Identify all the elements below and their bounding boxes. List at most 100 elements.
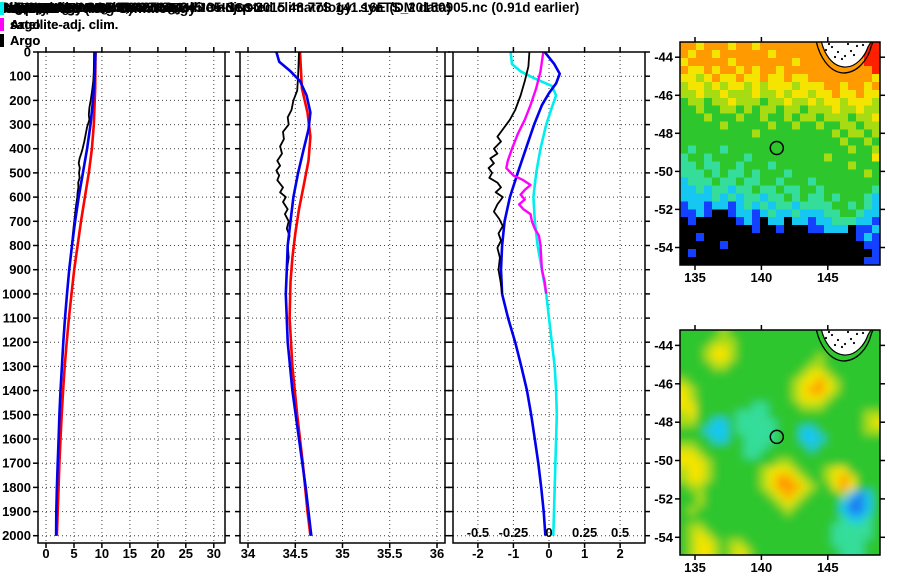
land-speckle bbox=[846, 42, 850, 46]
series-S-satellite bbox=[509, 52, 559, 536]
depth-tick-label: 0 bbox=[24, 45, 31, 60]
land-speckle bbox=[861, 43, 865, 47]
legend-diff-salinity: satellite Argo bbox=[0, 0, 58, 32]
lat-tick-label: -52 bbox=[654, 202, 673, 217]
lon-tick-label: 145 bbox=[817, 560, 839, 575]
legend-label: satellite-adj. clim. bbox=[10, 16, 119, 32]
legend-label: Argo bbox=[10, 32, 41, 48]
x-tick-label: 25 bbox=[179, 546, 193, 561]
sst-map-title: sat. SST: 8.55 Argo: 8.07 bbox=[0, 0, 150, 15]
x-tick-label: 34 bbox=[241, 546, 256, 561]
lat-tick-label: -44 bbox=[654, 50, 674, 65]
land-speckle bbox=[840, 345, 844, 349]
depth-tick-label: 100 bbox=[9, 69, 31, 84]
legend-color-s-argo bbox=[0, 17, 4, 31]
lat-tick-label: -48 bbox=[654, 415, 673, 430]
argo-float-marker bbox=[769, 429, 785, 445]
series-group bbox=[275, 52, 313, 536]
land-speckle bbox=[849, 337, 853, 341]
land-speckle bbox=[843, 342, 847, 346]
lat-tick-label: -52 bbox=[654, 491, 673, 506]
lat-tick-label: -46 bbox=[654, 88, 673, 103]
x-tick-label: 15 bbox=[123, 546, 137, 561]
depth-tick-label: 1800 bbox=[2, 480, 31, 495]
x-tick-label: 2 bbox=[616, 546, 623, 561]
inner-s-tick-label: -0.5 bbox=[467, 525, 489, 540]
lat-tick-label: -50 bbox=[654, 453, 673, 468]
axis-ticks bbox=[235, 47, 450, 548]
depth-tick-label: 1200 bbox=[2, 335, 31, 350]
tdiff-axis-label: T difference from climatology bbox=[0, 0, 197, 16]
legend-item-s-satellite: satellite bbox=[0, 0, 58, 16]
depth-tick-label: 900 bbox=[9, 262, 31, 277]
legend-header-salinity: salinity bbox=[0, 0, 45, 15]
land-speckle bbox=[827, 42, 831, 46]
lon-tick-label: 145 bbox=[817, 270, 839, 285]
legend-label: climatology bbox=[10, 0, 83, 16]
sst-map bbox=[680, 42, 880, 265]
lat-tick-label: -54 bbox=[654, 530, 674, 545]
temperature-axis-label: temperature (deg C) bbox=[0, 0, 134, 16]
series-group bbox=[54, 52, 97, 536]
x-tick-label: 0 bbox=[545, 546, 552, 561]
lat-tick-label: -44 bbox=[654, 338, 674, 353]
lon-tick-label: 140 bbox=[751, 560, 773, 575]
inner-s-tick-label: -0.25 bbox=[499, 525, 529, 540]
x-tick-label: 35 bbox=[335, 546, 349, 561]
x-tick-label: 0 bbox=[42, 546, 49, 561]
inner-s-tick-label: 0 bbox=[545, 525, 552, 540]
sla-map bbox=[680, 330, 880, 555]
x-tick-label: -1 bbox=[508, 546, 520, 561]
depth-tick-label: 1700 bbox=[2, 456, 31, 471]
x-tick-label: 35.5 bbox=[377, 546, 402, 561]
inner-s-tick-label: 0.5 bbox=[611, 525, 629, 540]
legend-label: Argo bbox=[10, 16, 41, 32]
x-tick-label: 34.5 bbox=[283, 546, 308, 561]
land-speckle bbox=[855, 44, 859, 48]
sst-map-frame: 135 140 145 -44 -46 -48 -50 -52 -54 bbox=[654, 37, 885, 285]
figure-title-line1: Argo profile: aoml 5903593_245 05-Sep-20… bbox=[0, 0, 451, 15]
legend-temperature-panel: climatology satellite-adj. clim. Argo bbox=[0, 0, 118, 48]
lon-tick-label: 135 bbox=[684, 270, 706, 285]
depth-tick-label: 700 bbox=[9, 214, 31, 229]
legend-label: satellite-adj. clim. bbox=[10, 16, 119, 32]
x-tick-label: 10 bbox=[95, 546, 109, 561]
salinity-axis-label: salinity bbox=[0, 0, 49, 16]
depth-tick-label: 300 bbox=[9, 117, 31, 132]
legend-label: Argo bbox=[10, 32, 41, 48]
land-speckle bbox=[830, 45, 834, 49]
legend-label: Argo bbox=[10, 16, 41, 32]
land-mass bbox=[820, 42, 872, 68]
depth-tick-label: 200 bbox=[9, 93, 31, 108]
note-argo-equivalent: Argo equivalent bbox=[0, 0, 99, 15]
x-tick-label: 30 bbox=[207, 546, 221, 561]
land-speckle bbox=[833, 343, 837, 347]
land-speckle bbox=[824, 48, 828, 52]
sdiff-axis-label: S difference from climatology bbox=[0, 0, 183, 15]
legend-item-s-argo: Argo bbox=[0, 16, 58, 32]
lat-tick-label: -54 bbox=[654, 240, 674, 255]
series-group bbox=[487, 52, 562, 536]
land-speckle bbox=[849, 49, 853, 53]
x-tick-label: 20 bbox=[151, 546, 165, 561]
figure-title-line2: Climatology: CARS2009. Satellite-adjuste… bbox=[0, 0, 580, 15]
depth-tick-label: 800 bbox=[9, 238, 31, 253]
land-speckle bbox=[824, 336, 828, 340]
salinity-profile-panel: 34 34.5 35 35.5 36 bbox=[235, 47, 450, 561]
land-speckle bbox=[836, 50, 840, 54]
x-tick-label: 5 bbox=[70, 546, 77, 561]
depth-tick-label: 1500 bbox=[2, 407, 31, 422]
land-speckle bbox=[830, 333, 834, 337]
land-speckle bbox=[843, 54, 847, 58]
land-mass bbox=[820, 330, 872, 356]
sla-map-frame: 135 140 145 -44 -46 -48 -50 -52 -54 bbox=[654, 325, 885, 575]
legend-color-s-satellite bbox=[0, 1, 4, 15]
land-speckle bbox=[833, 55, 837, 59]
land-speckle bbox=[827, 330, 831, 334]
land-speckle bbox=[836, 338, 840, 342]
x-tick-label: 36 bbox=[430, 546, 444, 561]
land-speckle bbox=[846, 330, 850, 334]
series-satellite-adj. clim. bbox=[54, 52, 97, 536]
